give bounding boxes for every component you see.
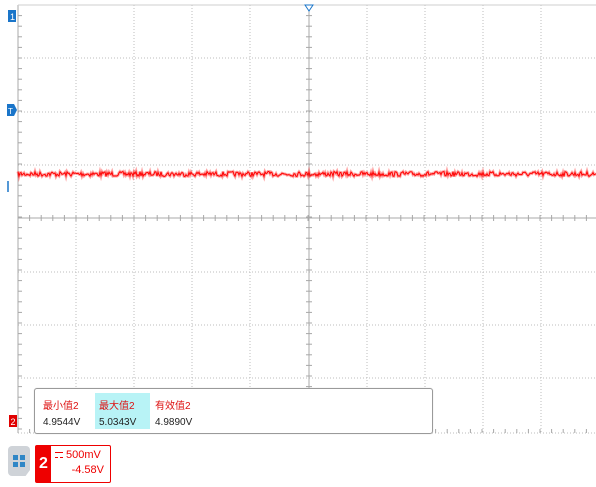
channel-2-settings[interactable]: 2 500mV -4.58V bbox=[35, 445, 111, 483]
measurement-header-max: 最大值2 bbox=[99, 401, 135, 412]
measurement-header-min: 最小值2 bbox=[43, 401, 79, 412]
measurement-value-min: 4.9544V bbox=[43, 417, 81, 428]
ch2-marker-label: 2 bbox=[11, 417, 16, 427]
trigger-level-marker[interactable]: T bbox=[7, 104, 17, 116]
channel-number: 2 bbox=[36, 446, 51, 482]
selected-measurement-highlight bbox=[95, 393, 150, 429]
ch1-marker-label: 1 bbox=[10, 12, 15, 22]
trigger-position-marker[interactable] bbox=[304, 4, 314, 12]
measurement-header-rms: 有效值2 bbox=[155, 401, 191, 412]
trigger-level-label: T bbox=[8, 107, 13, 116]
vertical-offset: -4.58V bbox=[71, 464, 104, 476]
ch2-ground-marker[interactable]: 2 bbox=[9, 415, 17, 427]
channel-2-trace bbox=[17, 169, 596, 179]
vertical-scale: 500mV bbox=[66, 449, 101, 461]
measurement-value-rms: 4.9890V bbox=[155, 417, 193, 428]
measurement-value-max: 5.0343V bbox=[99, 417, 137, 428]
grid-menu-icon[interactable] bbox=[8, 446, 30, 476]
dc-coupling-icon bbox=[55, 452, 63, 458]
measurement-panel[interactable]: 最小值2 最大值2 有效值2 4.9544V 5.0343V 4.9890V bbox=[34, 388, 433, 434]
ch1-ground-marker[interactable]: 1 bbox=[8, 10, 16, 22]
graticule bbox=[17, 4, 596, 434]
